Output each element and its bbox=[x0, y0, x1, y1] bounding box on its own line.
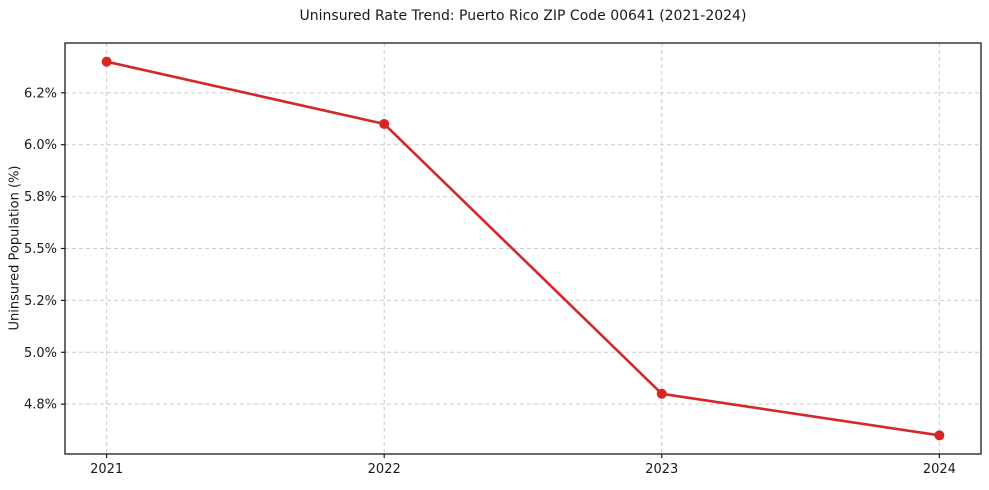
x-tick-label: 2021 bbox=[90, 462, 123, 477]
data-line bbox=[105, 60, 941, 437]
data-point bbox=[934, 430, 945, 441]
y-tick-label: 6.2% bbox=[24, 86, 57, 101]
x-tick-label: 2023 bbox=[645, 462, 678, 477]
x-tick-label: 2024 bbox=[923, 462, 956, 477]
x-tick-label: 2022 bbox=[368, 462, 401, 477]
y-tick-label: 5.2% bbox=[24, 294, 57, 309]
y-tick-label: 5.8% bbox=[24, 190, 57, 205]
data-point bbox=[101, 56, 112, 67]
data-point bbox=[656, 388, 667, 399]
y-tick-label: 4.8% bbox=[24, 398, 57, 413]
chart-title: Uninsured Rate Trend: Puerto Rico ZIP Co… bbox=[299, 8, 747, 24]
y-tick-label: 5.5% bbox=[24, 242, 57, 257]
y-axis-label: Uninsured Population (%) bbox=[7, 165, 23, 331]
data-point bbox=[379, 118, 390, 129]
y-tick-label: 5.0% bbox=[24, 346, 57, 361]
y-tick-label: 6.0% bbox=[24, 138, 57, 153]
